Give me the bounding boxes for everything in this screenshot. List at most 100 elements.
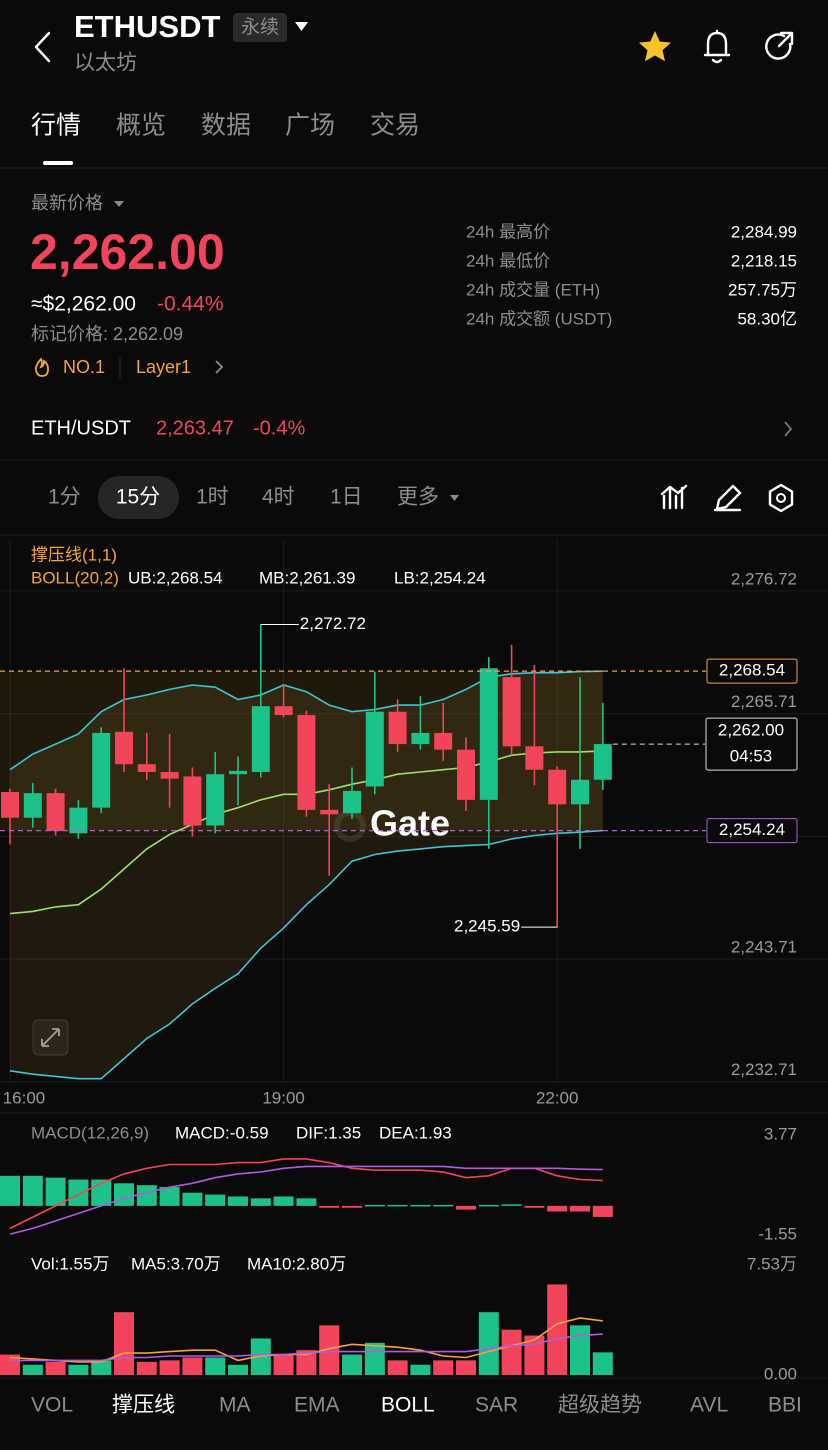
hist-bar bbox=[342, 1205, 362, 1208]
candle-body bbox=[69, 807, 88, 834]
tab[interactable]: 广场 bbox=[285, 112, 335, 140]
legend-entry: DIF:1.35 bbox=[296, 1123, 361, 1142]
interval[interactable]: 15分 bbox=[116, 486, 160, 509]
candle-body bbox=[343, 790, 361, 814]
annotation-label: 2,245.59 bbox=[454, 917, 520, 936]
legend-entry: DEA:1.93 bbox=[379, 1123, 452, 1142]
indicator-tab[interactable]: 超级趋势 bbox=[558, 1394, 642, 1417]
usd-price: ≈$2,262.00 bbox=[31, 293, 136, 316]
tab[interactable]: 概览 bbox=[116, 112, 166, 140]
tab[interactable]: 行情 bbox=[31, 112, 81, 140]
hist-bar bbox=[296, 1350, 317, 1375]
candle-body bbox=[548, 769, 567, 805]
candle-body bbox=[1, 792, 19, 818]
indicator-line bbox=[9, 829, 603, 1080]
more-dropdown[interactable] bbox=[450, 495, 459, 501]
hist-bar bbox=[91, 1360, 112, 1375]
indicator-icon[interactable] bbox=[660, 484, 688, 510]
back-button[interactable] bbox=[34, 31, 51, 63]
intervals: 1分 15分 1时 4时 1日 更多 bbox=[48, 486, 439, 509]
level-label: 2,268.54 bbox=[719, 661, 785, 680]
candle-body bbox=[434, 732, 453, 750]
indicator-tab[interactable]: BOLL bbox=[381, 1394, 435, 1417]
spot-price: 2,263.47 bbox=[156, 417, 234, 439]
draw-icon[interactable] bbox=[713, 484, 742, 512]
annotation-label: 2,272.72 bbox=[300, 614, 366, 633]
x-tick-label: 19:00 bbox=[262, 1088, 305, 1107]
legend-entry: Vol:1.55万 bbox=[31, 1254, 109, 1273]
indicator-tab[interactable]: EMA bbox=[294, 1394, 340, 1417]
interval[interactable]: 1日 bbox=[330, 486, 363, 509]
tab[interactable]: 数据 bbox=[201, 112, 251, 140]
hist-bar bbox=[273, 1196, 294, 1206]
stat-label: 24h 成交额 (USDT) bbox=[466, 309, 612, 328]
candle-body bbox=[229, 770, 247, 775]
indicator-tab[interactable]: SAR bbox=[475, 1394, 518, 1417]
rank[interactable]: NO.1 bbox=[63, 357, 105, 377]
hist-bar bbox=[68, 1364, 89, 1375]
settings-icon[interactable] bbox=[768, 483, 794, 513]
y-tick-label: 3.77 bbox=[764, 1124, 797, 1143]
indicator-tab[interactable]: 撑压线 bbox=[112, 1394, 175, 1417]
stat-value: 257.75万 bbox=[728, 280, 797, 299]
last-price-label: 2,262.00 bbox=[718, 721, 784, 740]
hist-bar bbox=[547, 1205, 568, 1212]
indicator-line bbox=[9, 1158, 603, 1230]
hist-bar bbox=[592, 1352, 613, 1375]
indicator-line bbox=[9, 670, 603, 771]
hist-bar bbox=[22, 1175, 43, 1206]
interval[interactable]: 4时 bbox=[262, 486, 295, 509]
candle-body bbox=[206, 774, 225, 826]
overlay-title: 撑压线(1,1) bbox=[31, 545, 117, 564]
hist-bar bbox=[250, 1198, 271, 1206]
hist-bar bbox=[273, 1354, 294, 1375]
sector[interactable]: Layer1 bbox=[136, 357, 191, 377]
indicator-line bbox=[9, 1165, 603, 1235]
hist-bar bbox=[182, 1357, 203, 1375]
sector-arrow[interactable] bbox=[215, 360, 224, 374]
hist-bar bbox=[364, 1204, 385, 1207]
interval[interactable]: 更多 bbox=[397, 486, 439, 509]
y-tick-label: 2,232.71 bbox=[731, 1060, 797, 1079]
interval[interactable]: 1分 bbox=[48, 486, 81, 509]
symbol-dropdown[interactable] bbox=[295, 22, 308, 31]
band-fill bbox=[10, 671, 603, 1079]
hist-bar bbox=[364, 1342, 385, 1375]
indicator-tab[interactable]: BBI bbox=[768, 1394, 802, 1417]
y-tick-label: 2,276.72 bbox=[731, 569, 797, 588]
candle-body bbox=[457, 749, 475, 800]
alert-icon[interactable] bbox=[703, 29, 731, 64]
indicator-tab[interactable]: VOL bbox=[31, 1394, 73, 1417]
candle-body bbox=[46, 793, 65, 832]
hist-bar bbox=[592, 1205, 613, 1217]
stat-label: 24h 最低价 bbox=[466, 251, 550, 270]
spot-pair[interactable]: ETH/USDT bbox=[31, 417, 131, 439]
settings-icon-dot bbox=[776, 493, 786, 503]
indicator-title: BOLL(20,2) bbox=[31, 568, 119, 587]
tab[interactable]: 交易 bbox=[370, 112, 420, 140]
candle-body bbox=[593, 744, 612, 780]
tabs: 行情 概览 数据 广场 交易 bbox=[31, 112, 420, 140]
candle-body bbox=[23, 793, 42, 818]
hist-bar bbox=[501, 1329, 522, 1375]
indicator-tab[interactable]: MA bbox=[219, 1394, 251, 1417]
macd-title: MACD(12,26,9) bbox=[31, 1123, 149, 1142]
indicator-tab[interactable]: AVL bbox=[690, 1394, 728, 1417]
countdown: 04:53 bbox=[730, 747, 773, 766]
interval[interactable]: 1时 bbox=[196, 486, 229, 509]
spot-arrow[interactable] bbox=[784, 421, 793, 437]
price-label[interactable]: 最新价格 bbox=[31, 193, 103, 213]
hist-bar bbox=[228, 1196, 248, 1206]
y-tick-label: 7.53万 bbox=[747, 1254, 797, 1273]
legend-entry: UB:2,268.54 bbox=[128, 568, 223, 587]
price-label-dropdown[interactable] bbox=[114, 201, 124, 207]
y-tick-label: 0.00 bbox=[764, 1364, 797, 1383]
hist-bar bbox=[68, 1179, 89, 1206]
favorite-icon[interactable] bbox=[639, 31, 671, 62]
share-icon[interactable] bbox=[765, 31, 794, 60]
hist-bar bbox=[114, 1312, 134, 1375]
level-label: 2,254.24 bbox=[719, 820, 785, 839]
hist-bar bbox=[205, 1357, 226, 1375]
candle-body bbox=[297, 715, 316, 810]
